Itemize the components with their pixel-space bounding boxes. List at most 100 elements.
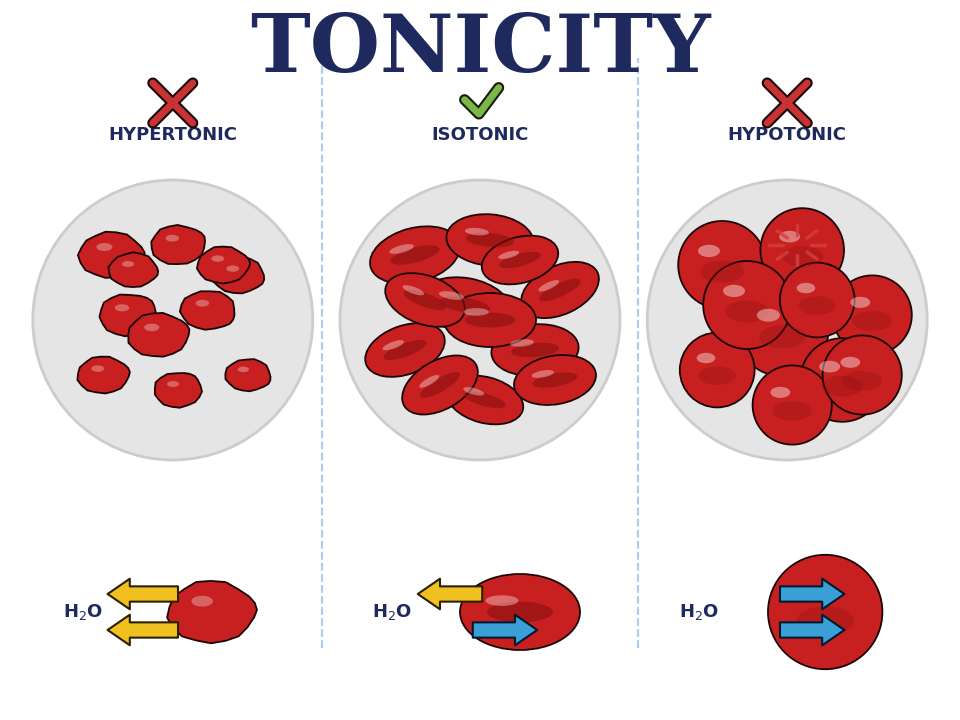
Text: HYPOTONIC: HYPOTONIC — [728, 126, 847, 144]
Ellipse shape — [799, 296, 836, 315]
Ellipse shape — [238, 366, 249, 372]
Ellipse shape — [390, 244, 414, 254]
Ellipse shape — [464, 387, 484, 395]
Ellipse shape — [403, 290, 446, 310]
Circle shape — [768, 555, 882, 669]
Ellipse shape — [191, 596, 213, 606]
Ellipse shape — [165, 235, 180, 242]
Ellipse shape — [91, 366, 104, 372]
Ellipse shape — [843, 371, 882, 391]
Text: ISOTONIC: ISOTONIC — [431, 126, 529, 144]
Ellipse shape — [725, 301, 769, 323]
Ellipse shape — [521, 262, 599, 318]
Ellipse shape — [383, 340, 426, 360]
Ellipse shape — [402, 285, 424, 295]
Ellipse shape — [464, 308, 489, 315]
Ellipse shape — [780, 231, 800, 243]
Ellipse shape — [446, 214, 534, 266]
Ellipse shape — [822, 376, 863, 397]
Ellipse shape — [759, 325, 805, 348]
Polygon shape — [167, 581, 257, 643]
Ellipse shape — [227, 266, 239, 271]
Ellipse shape — [540, 279, 581, 302]
Ellipse shape — [773, 401, 812, 420]
Ellipse shape — [122, 261, 134, 267]
Circle shape — [703, 261, 791, 349]
Ellipse shape — [510, 339, 534, 347]
Ellipse shape — [781, 246, 823, 266]
Ellipse shape — [797, 283, 815, 293]
Circle shape — [753, 365, 831, 444]
Polygon shape — [152, 225, 205, 264]
FancyArrowPatch shape — [418, 579, 482, 609]
Ellipse shape — [465, 312, 516, 328]
Circle shape — [780, 263, 854, 338]
Ellipse shape — [487, 601, 553, 623]
Ellipse shape — [539, 280, 559, 292]
Ellipse shape — [486, 595, 518, 606]
Ellipse shape — [167, 381, 179, 387]
Ellipse shape — [96, 243, 112, 251]
Circle shape — [832, 275, 912, 355]
Ellipse shape — [446, 376, 523, 424]
Polygon shape — [129, 313, 189, 356]
Ellipse shape — [460, 574, 580, 650]
FancyArrowPatch shape — [108, 579, 178, 609]
Ellipse shape — [385, 273, 465, 327]
Ellipse shape — [797, 606, 853, 635]
Ellipse shape — [533, 372, 578, 387]
Ellipse shape — [498, 251, 519, 259]
FancyArrowPatch shape — [108, 615, 178, 645]
Circle shape — [736, 284, 828, 376]
Ellipse shape — [499, 252, 540, 269]
Ellipse shape — [439, 291, 464, 300]
Ellipse shape — [700, 261, 744, 282]
Ellipse shape — [420, 375, 440, 388]
Circle shape — [823, 336, 901, 415]
Ellipse shape — [465, 392, 506, 408]
FancyArrowPatch shape — [780, 615, 845, 645]
Ellipse shape — [492, 324, 579, 376]
Ellipse shape — [211, 256, 224, 262]
Circle shape — [680, 333, 755, 408]
Ellipse shape — [391, 246, 440, 265]
Ellipse shape — [771, 387, 790, 398]
Polygon shape — [212, 256, 264, 293]
Text: H$_2$O: H$_2$O — [372, 602, 412, 622]
Circle shape — [340, 180, 620, 460]
Ellipse shape — [514, 355, 596, 405]
Ellipse shape — [365, 323, 444, 377]
Circle shape — [678, 221, 766, 309]
Text: HYPERTONIC: HYPERTONIC — [108, 126, 237, 144]
Polygon shape — [180, 292, 234, 330]
Polygon shape — [78, 356, 130, 393]
Ellipse shape — [370, 226, 460, 284]
Polygon shape — [155, 373, 202, 408]
Ellipse shape — [840, 357, 860, 368]
Ellipse shape — [819, 361, 840, 372]
Ellipse shape — [465, 228, 489, 235]
Ellipse shape — [723, 284, 745, 297]
Ellipse shape — [115, 304, 130, 311]
FancyArrowPatch shape — [780, 579, 845, 609]
Ellipse shape — [402, 356, 478, 415]
Ellipse shape — [756, 309, 780, 322]
Ellipse shape — [851, 297, 870, 308]
Text: H$_2$O: H$_2$O — [62, 602, 103, 622]
Circle shape — [33, 180, 313, 460]
Circle shape — [647, 180, 927, 460]
Ellipse shape — [383, 340, 404, 350]
Ellipse shape — [697, 353, 715, 364]
Ellipse shape — [532, 370, 554, 378]
Ellipse shape — [444, 293, 536, 347]
Circle shape — [801, 338, 884, 422]
Text: H$_2$O: H$_2$O — [679, 602, 719, 622]
Ellipse shape — [144, 323, 159, 331]
Polygon shape — [197, 246, 251, 284]
Polygon shape — [100, 294, 156, 336]
FancyArrowPatch shape — [472, 615, 538, 645]
Ellipse shape — [466, 233, 514, 248]
Ellipse shape — [420, 277, 511, 333]
Polygon shape — [108, 252, 158, 287]
Ellipse shape — [482, 235, 558, 284]
